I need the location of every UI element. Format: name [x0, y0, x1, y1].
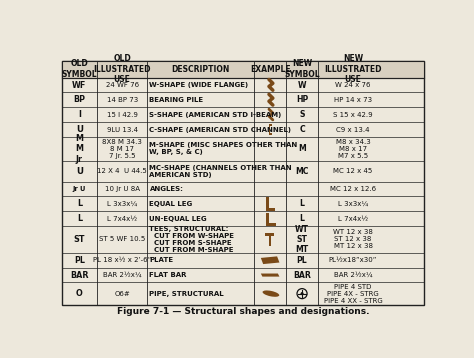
- Text: Figure 7-1 — Structural shapes and designations.: Figure 7-1 — Structural shapes and desig…: [117, 307, 369, 316]
- Text: BEARING PILE: BEARING PILE: [149, 97, 204, 103]
- Polygon shape: [266, 197, 275, 211]
- Text: C-SHAPE (AMERICAN STD CHANNEL): C-SHAPE (AMERICAN STD CHANNEL): [149, 127, 292, 132]
- Text: WF: WF: [72, 81, 86, 90]
- Text: HP: HP: [296, 95, 308, 105]
- Text: 8X8 M 34.3
8 M 17
7 Jr. 5.5: 8X8 M 34.3 8 M 17 7 Jr. 5.5: [102, 139, 142, 159]
- Text: M8 x 34.3
M8 x 17
M7 x 5.5: M8 x 34.3 M8 x 17 M7 x 5.5: [336, 139, 370, 159]
- Text: M
M
Jr: M M Jr: [75, 134, 83, 164]
- Text: PL 18 x½ x 2’-6”: PL 18 x½ x 2’-6”: [93, 257, 151, 263]
- Text: NEW
ILLUSTRATED
USE: NEW ILLUSTRATED USE: [324, 54, 382, 84]
- Text: ST: ST: [73, 235, 85, 244]
- Text: WT
ST
MT: WT ST MT: [295, 224, 309, 254]
- Text: C: C: [299, 125, 305, 134]
- Text: ST 5 WF 10.5: ST 5 WF 10.5: [99, 236, 145, 242]
- Text: C9 x 13.4: C9 x 13.4: [336, 127, 370, 132]
- Text: L 3x3x¼: L 3x3x¼: [107, 201, 137, 207]
- Text: L: L: [300, 199, 304, 208]
- Text: 12 X 4  U 44.5: 12 X 4 U 44.5: [97, 168, 147, 174]
- Polygon shape: [261, 274, 280, 277]
- Text: W-SHAPE (WIDE FLANGE): W-SHAPE (WIDE FLANGE): [149, 82, 249, 88]
- Ellipse shape: [263, 290, 279, 297]
- Text: O: O: [76, 289, 83, 298]
- Text: DESCRIPTION: DESCRIPTION: [172, 65, 230, 74]
- Text: U: U: [76, 166, 83, 176]
- Polygon shape: [265, 232, 274, 246]
- Text: BAR 2½x¼: BAR 2½x¼: [334, 272, 373, 278]
- Text: O6#: O6#: [114, 291, 130, 297]
- Polygon shape: [269, 124, 273, 135]
- Text: PIPE 4 STD
PIPE 4X - STRG
PIPE 4 XX - STRG: PIPE 4 STD PIPE 4X - STRG PIPE 4 XX - ST…: [324, 284, 383, 304]
- Text: 15 I 42.9: 15 I 42.9: [107, 112, 137, 118]
- Text: 10 Jr U 8A: 10 Jr U 8A: [105, 186, 140, 192]
- Text: ANGLES:: ANGLES:: [149, 186, 183, 192]
- Bar: [62, 61, 424, 305]
- Text: BAR 2½x¼: BAR 2½x¼: [103, 272, 142, 278]
- Text: BP: BP: [73, 95, 85, 105]
- Text: L: L: [300, 214, 304, 223]
- Text: S-SHAPE (AMERICAN STD I-BEAM): S-SHAPE (AMERICAN STD I-BEAM): [149, 112, 282, 118]
- Text: PL: PL: [297, 256, 307, 265]
- Text: 14 BP 73: 14 BP 73: [107, 97, 138, 103]
- Text: UN-EQUAL LEG: UN-EQUAL LEG: [149, 216, 207, 222]
- Text: NEW
SYMBOL: NEW SYMBOL: [284, 59, 320, 79]
- Text: OLD
ILLUSTRATED
USE: OLD ILLUSTRATED USE: [93, 54, 151, 84]
- Text: BAR: BAR: [70, 271, 89, 280]
- Text: Jr U: Jr U: [73, 186, 86, 192]
- Text: M: M: [298, 144, 306, 153]
- Text: MC 12 x 45: MC 12 x 45: [333, 168, 373, 174]
- Text: L: L: [77, 214, 82, 223]
- Text: BAR: BAR: [293, 271, 311, 280]
- Text: EXAMPLE: EXAMPLE: [250, 65, 291, 74]
- Text: MC: MC: [295, 166, 309, 176]
- Text: U: U: [76, 125, 83, 134]
- Text: 9LU 13.4: 9LU 13.4: [107, 127, 137, 132]
- Text: TEES, STRUCTURAL:
  CUT FROM W-SHAPE
  CUT FROM S-SHAPE
  CUT FROM M-SHAPE: TEES, STRUCTURAL: CUT FROM W-SHAPE CUT F…: [149, 226, 235, 253]
- Text: L 3x3x¼: L 3x3x¼: [338, 201, 368, 207]
- Text: W 24 x 76: W 24 x 76: [335, 82, 371, 88]
- Text: OLD
SYMBOL: OLD SYMBOL: [62, 59, 97, 79]
- Text: L: L: [77, 199, 82, 208]
- Text: WT 12 x 38
ST 12 x 38
MT 12 x 38: WT 12 x 38 ST 12 x 38 MT 12 x 38: [333, 229, 373, 250]
- Polygon shape: [266, 213, 276, 226]
- Circle shape: [301, 292, 303, 295]
- Text: MC 12 x 12.6: MC 12 x 12.6: [330, 186, 376, 192]
- Text: PL: PL: [74, 256, 85, 265]
- Text: 24 WF 76: 24 WF 76: [106, 82, 139, 88]
- Text: L 7x4x½: L 7x4x½: [107, 216, 137, 222]
- Text: MC-SHAPE (CHANNELS OTHER THAN
AMERICAN STD): MC-SHAPE (CHANNELS OTHER THAN AMERICAN S…: [149, 165, 292, 178]
- Text: HP 14 x 73: HP 14 x 73: [334, 97, 372, 103]
- Text: PIPE, STRUCTURAL: PIPE, STRUCTURAL: [149, 291, 224, 297]
- Polygon shape: [261, 256, 280, 264]
- Text: EQUAL LEG: EQUAL LEG: [149, 201, 193, 207]
- Text: S 15 x 42.9: S 15 x 42.9: [333, 112, 373, 118]
- Text: PL½x18”x30”: PL½x18”x30”: [329, 257, 377, 263]
- Text: FLAT BAR: FLAT BAR: [149, 272, 187, 278]
- Text: S: S: [299, 110, 305, 119]
- Text: I: I: [78, 110, 81, 119]
- Bar: [62, 61, 424, 78]
- Text: L 7x4x½: L 7x4x½: [338, 216, 368, 222]
- Text: W: W: [298, 81, 306, 90]
- Text: M-SHAPE (MISC SHAPES OTHER THAN
W, BP, S, & C): M-SHAPE (MISC SHAPES OTHER THAN W, BP, S…: [149, 142, 298, 155]
- Text: PLATE: PLATE: [149, 257, 173, 263]
